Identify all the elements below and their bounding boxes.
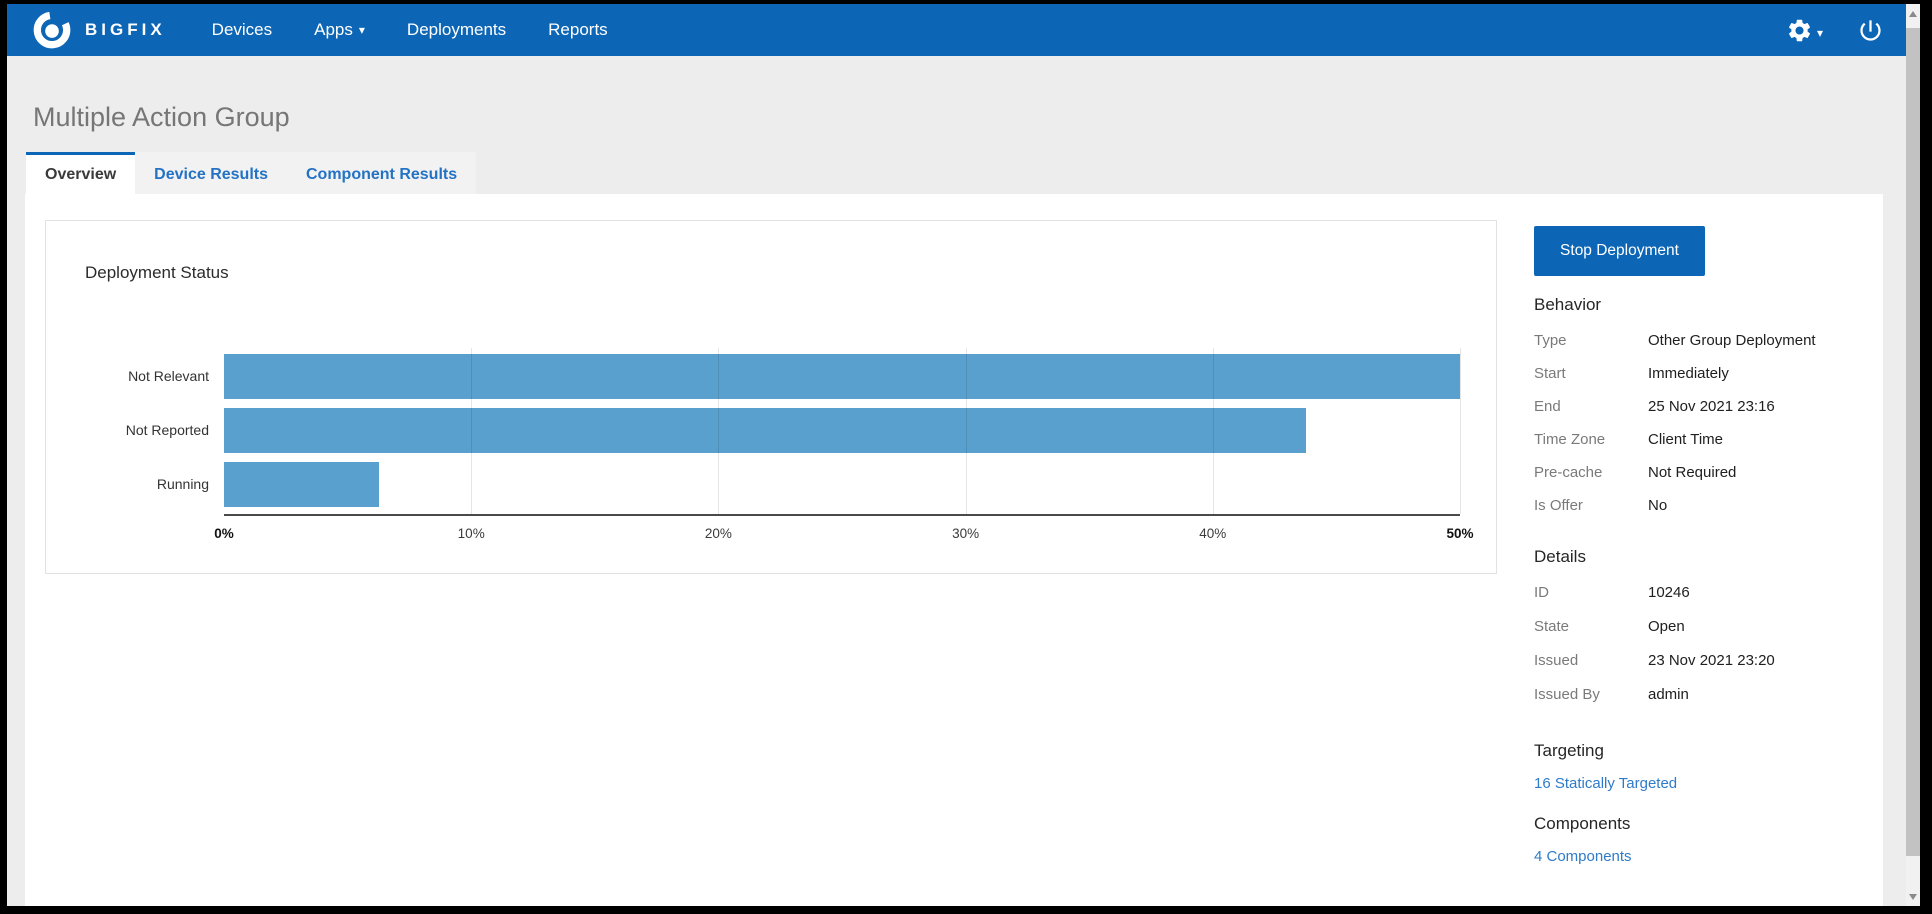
row-value: 25 Nov 2021 23:16 (1648, 398, 1775, 415)
bar-not-reported (224, 408, 1306, 453)
row-label: Issued (1534, 652, 1579, 669)
app-screen: BIGFIX Devices Apps ▾ Deployments Reports… (7, 4, 1920, 906)
bigfix-logo-icon (33, 11, 71, 49)
scrollbar-up-button[interactable] (1906, 4, 1920, 24)
x-tick: 0% (214, 526, 234, 541)
power-icon (1860, 19, 1881, 41)
chart-bar-row: Not Reported (126, 408, 1460, 453)
scrollbar-thumb[interactable] (1906, 28, 1920, 856)
nav-item-devices[interactable]: Devices (211, 20, 273, 39)
brand-text: BIGFIX (85, 20, 166, 39)
x-tick: 50% (1446, 526, 1474, 541)
scroll-down-icon (1909, 894, 1917, 900)
logout-button[interactable] (1857, 17, 1884, 44)
row-label: Start (1534, 365, 1566, 382)
row-label: ID (1534, 584, 1549, 601)
targeting-section: Targeting 16 Statically Targeted (1534, 738, 1883, 798)
row-value: 23 Nov 2021 23:20 (1648, 652, 1775, 669)
scrollbar-down-button[interactable] (1906, 888, 1920, 906)
info-row-timezone: Time Zone Client Time (1534, 423, 1883, 456)
tab-device-results[interactable]: Device Results (135, 152, 287, 194)
chart-title: Deployment Status (85, 263, 229, 282)
row-label: End (1534, 398, 1561, 415)
gear-icon (1788, 19, 1810, 41)
chart-bar-row: Running (157, 462, 1460, 507)
components-section: Components 4 Components (1534, 811, 1883, 871)
bar-chart: Not Relevant Not Reported Running 0% (126, 348, 1474, 541)
behavior-heading: Behavior (1534, 295, 1602, 314)
row-value: admin (1648, 686, 1689, 703)
row-value: 10246 (1648, 584, 1690, 601)
bigfix-home-link[interactable]: BIGFIX (31, 9, 166, 51)
row-label: Time Zone (1534, 431, 1606, 448)
nav-item-reports[interactable]: Reports (548, 20, 608, 39)
x-axis-ticks: 0% 10% 20% 30% 40% 50% (214, 526, 1473, 546)
components-heading: Components (1534, 814, 1631, 833)
bar-not-relevant (224, 354, 1460, 399)
vertical-scrollbar[interactable] (1906, 4, 1920, 906)
row-label: State (1534, 618, 1570, 635)
bar-label: Running (156, 476, 209, 492)
row-value: No (1648, 497, 1668, 514)
targeting-heading: Targeting (1534, 741, 1604, 760)
row-value: Other Group Deployment (1648, 332, 1816, 349)
row-label: Pre-cache (1534, 464, 1603, 481)
tab-component-results[interactable]: Component Results (287, 152, 477, 194)
x-axis-line (224, 514, 1460, 516)
x-tick: 40% (1199, 526, 1227, 541)
chevron-down-icon: ▾ (1816, 26, 1823, 40)
row-label: Issued By (1534, 686, 1600, 703)
info-row-id: ID 10246 (1534, 576, 1883, 610)
nav-right-actions: ▾ (1786, 17, 1884, 44)
row-value: Open (1648, 618, 1685, 635)
deployment-status-card: Deployment Status Not Relevant Not (45, 220, 1497, 574)
tab-overview[interactable]: Overview (26, 152, 136, 194)
x-tick: 30% (952, 526, 980, 541)
bar-label: Not Reported (125, 422, 209, 438)
settings-menu-button[interactable]: ▾ (1786, 17, 1823, 44)
row-value: Client Time (1648, 431, 1724, 448)
chart-bar-row: Not Relevant (128, 354, 1460, 399)
statically-targeted-link[interactable]: 16 Statically Targeted (1534, 775, 1678, 792)
info-row-start: Start Immediately (1534, 357, 1883, 390)
info-row-type: Type Other Group Deployment (1534, 324, 1883, 357)
x-tick: 10% (457, 526, 485, 541)
info-row-isoffer: Is Offer No (1534, 489, 1883, 522)
behavior-section: Behavior Type Other Group Deployment Sta… (1534, 292, 1883, 522)
nav-item-apps[interactable]: Apps ▾ (314, 20, 365, 39)
row-label: Type (1534, 332, 1567, 349)
deployment-sidebar: Stop Deployment Behavior Type Other Grou… (1534, 220, 1883, 871)
row-label: Is Offer (1534, 497, 1583, 514)
row-value: Not Required (1648, 464, 1737, 481)
nav-item-deployments[interactable]: Deployments (406, 20, 507, 39)
bar-running (224, 462, 379, 507)
info-row-precache: Pre-cache Not Required (1534, 456, 1883, 489)
row-value: Immediately (1648, 365, 1729, 382)
info-row-state: State Open (1534, 610, 1883, 644)
chevron-down-icon: ▾ (358, 23, 365, 37)
stop-deployment-button[interactable]: Stop Deployment (1534, 226, 1705, 276)
nav-menu: Devices Apps ▾ Deployments Reports (212, 20, 650, 40)
details-section: Details ID 10246 State Open Issued 23 No… (1534, 544, 1883, 712)
info-row-issued: Issued 23 Nov 2021 23:20 (1534, 644, 1883, 678)
info-row-issuedby: Issued By admin (1534, 678, 1883, 712)
info-row-end: End 25 Nov 2021 23:16 (1534, 390, 1883, 423)
page-title: Multiple Action Group (33, 102, 290, 132)
components-link[interactable]: 4 Components (1534, 848, 1632, 865)
overview-panel: Deployment Status Not Relevant Not (25, 194, 1883, 906)
x-tick: 20% (704, 526, 732, 541)
tab-bar: Overview Device Results Component Result… (26, 152, 477, 194)
bar-label: Not Relevant (128, 368, 209, 384)
details-heading: Details (1534, 547, 1586, 566)
top-navbar: BIGFIX Devices Apps ▾ Deployments Reports… (7, 4, 1906, 56)
scroll-up-icon (1909, 11, 1917, 17)
